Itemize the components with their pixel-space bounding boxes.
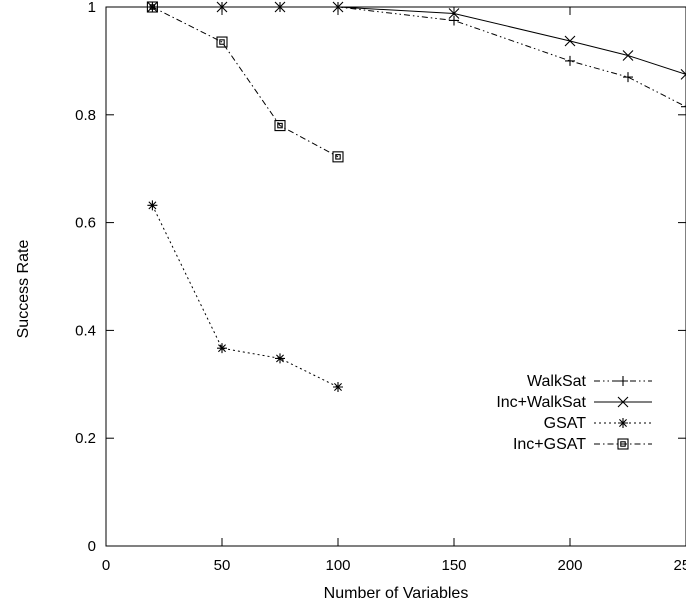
series-inc-gsat [146, 1, 344, 163]
star-marker [217, 343, 227, 354]
legend-label: WalkSat [527, 373, 587, 390]
x-tick-label: 200 [557, 557, 582, 574]
square-marker-inner [219, 39, 225, 45]
series-line [152, 6, 686, 75]
cross-marker [216, 1, 228, 13]
legend-entry: GSAT [544, 415, 652, 432]
series-gsat [147, 200, 343, 392]
star-marker [147, 200, 158, 211]
plus-marker [449, 15, 459, 26]
plus-marker [565, 55, 575, 66]
square-marker [274, 120, 286, 132]
x-tick-label: 50 [214, 557, 231, 574]
legend-label: GSAT [544, 415, 587, 432]
x-tick-label: 150 [441, 557, 466, 574]
square-marker [332, 151, 344, 163]
series-line [151, 205, 339, 388]
series-walksat [147, 2, 686, 112]
star-marker [275, 353, 285, 364]
cross-marker [617, 396, 629, 408]
plus-marker [681, 101, 686, 112]
y-axis-title: Success Rate [15, 240, 32, 339]
square-marker [216, 36, 228, 48]
plot-frame [105, 6, 686, 547]
square-marker [146, 1, 158, 13]
cross-marker [274, 1, 286, 13]
x-tick-label: 250 [673, 557, 686, 574]
star-marker [618, 418, 628, 428]
series-line [152, 6, 339, 158]
square-marker [617, 438, 629, 450]
cross-marker [564, 35, 576, 47]
y-tick-label: 0.6 [75, 215, 96, 232]
plus-marker [618, 376, 628, 386]
plus-marker [623, 72, 633, 83]
series-inc-walksat [147, 1, 686, 80]
cross-marker [680, 68, 686, 80]
square-marker-inner [149, 4, 156, 10]
square-marker-inner [620, 441, 626, 447]
square-marker-inner [335, 154, 341, 160]
cross-marker [622, 50, 634, 61]
y-tick-label: 0.4 [75, 322, 96, 339]
square-marker-inner [277, 122, 283, 129]
legend-entry: Inc+GSAT [513, 436, 652, 453]
x-tick-label: 0 [102, 557, 110, 574]
legend-label: Inc+GSAT [513, 436, 586, 453]
x-tick-label: 100 [325, 557, 350, 574]
x-axis-title: Number of Variables [324, 585, 469, 602]
star-marker [333, 381, 343, 392]
legend-entry: Inc+WalkSat [496, 394, 652, 411]
y-tick-label: 0 [88, 538, 96, 555]
y-tick-label: 0.2 [75, 430, 96, 447]
y-tick-label: 0.8 [75, 107, 96, 124]
legend-label: Inc+WalkSat [496, 394, 586, 411]
cross-marker [332, 1, 344, 13]
cross-marker [448, 8, 460, 19]
y-tick-label: 1 [88, 0, 96, 16]
legend-entry: WalkSat [527, 373, 652, 390]
series-line [152, 6, 686, 108]
